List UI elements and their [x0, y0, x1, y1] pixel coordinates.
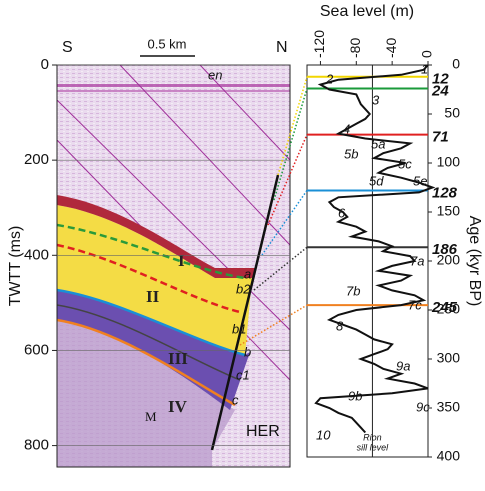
- sill-label: Rion: [363, 432, 382, 442]
- boundary-label: 128: [432, 184, 458, 201]
- y-tick-label: 800: [24, 437, 49, 454]
- boundary-label: 12: [432, 71, 449, 88]
- y-tick-label: 0: [41, 56, 49, 73]
- unit-label: III: [168, 349, 188, 368]
- label-north: N: [276, 39, 288, 56]
- y-tick-label: 350: [437, 399, 461, 415]
- connector: [261, 190, 308, 256]
- unit-label: I: [178, 251, 185, 270]
- horizon-label: b2: [236, 281, 251, 296]
- connector: [267, 134, 308, 226]
- stage-label: 7c: [408, 297, 422, 312]
- horizon-label: b1: [232, 321, 246, 336]
- label-scale: 0.5 km: [147, 36, 186, 51]
- stage-label: 9a: [396, 358, 410, 373]
- stage-label: 5d: [369, 173, 384, 188]
- sill-label: sill level: [357, 442, 390, 452]
- horizon-label: b: [244, 344, 251, 359]
- label-en: en: [208, 67, 222, 82]
- stage-label: 9c: [416, 399, 430, 414]
- stage-label: 5a: [371, 136, 385, 151]
- sea-level-curve: [314, 64, 436, 434]
- boundary-label: 186: [432, 241, 458, 258]
- stage-label: 6: [338, 205, 346, 220]
- y-tick-label: 250: [437, 301, 461, 317]
- seismic-image: [57, 65, 290, 467]
- stage-label: 10: [316, 427, 331, 442]
- y2-axis-title: Age (kyr BP): [466, 216, 483, 307]
- y-tick-label: 0: [452, 56, 460, 72]
- stage-label: 4: [343, 121, 350, 136]
- stage-label: 1: [421, 61, 428, 76]
- x-tick-label: -40: [383, 38, 399, 58]
- connector: [239, 304, 308, 346]
- y-tick-label: 600: [24, 341, 49, 358]
- stage-label: 8: [336, 318, 344, 333]
- label-m: M: [145, 409, 157, 424]
- y-tick-label: 400: [437, 448, 461, 464]
- unit-label: IV: [168, 397, 188, 416]
- y-tick-label: 200: [437, 252, 461, 268]
- y-tick-label: 300: [437, 350, 461, 366]
- stage-label: 7a: [410, 253, 424, 268]
- y-axis-title: TWTT (ms): [7, 226, 24, 307]
- stage-label: 9b: [348, 388, 362, 403]
- label-south: S: [62, 39, 73, 56]
- stage-label: 2: [325, 71, 334, 86]
- stage-label: 5b: [344, 146, 358, 161]
- y-tick-label: 50: [444, 105, 460, 121]
- boundary-label: 24: [431, 82, 449, 99]
- x-axis-title: Sea level (m): [320, 3, 414, 20]
- unit-label: II: [146, 287, 160, 306]
- stage-label: 5c: [398, 156, 412, 171]
- boundary-label: 71: [432, 129, 449, 146]
- connector: [253, 246, 308, 291]
- y-tick-label: 100: [437, 154, 461, 170]
- boundary-label: 245: [431, 299, 458, 316]
- horizon-label: c: [232, 392, 239, 407]
- connector: [277, 76, 308, 176]
- y-tick-label: 200: [24, 151, 49, 168]
- stage-label: 7b: [346, 283, 360, 298]
- horizon-label: c1: [236, 367, 250, 382]
- x-tick-label: -80: [347, 38, 363, 58]
- y-tick-label: 150: [437, 203, 461, 219]
- y-tick-label: 400: [24, 246, 49, 263]
- x-tick-label: 0: [419, 50, 435, 58]
- horizon-label: a: [244, 266, 251, 281]
- label-her: HER: [246, 423, 280, 440]
- stage-label: 3: [372, 92, 380, 107]
- stage-label: 5e: [413, 173, 427, 188]
- x-tick-label: -120: [311, 30, 327, 58]
